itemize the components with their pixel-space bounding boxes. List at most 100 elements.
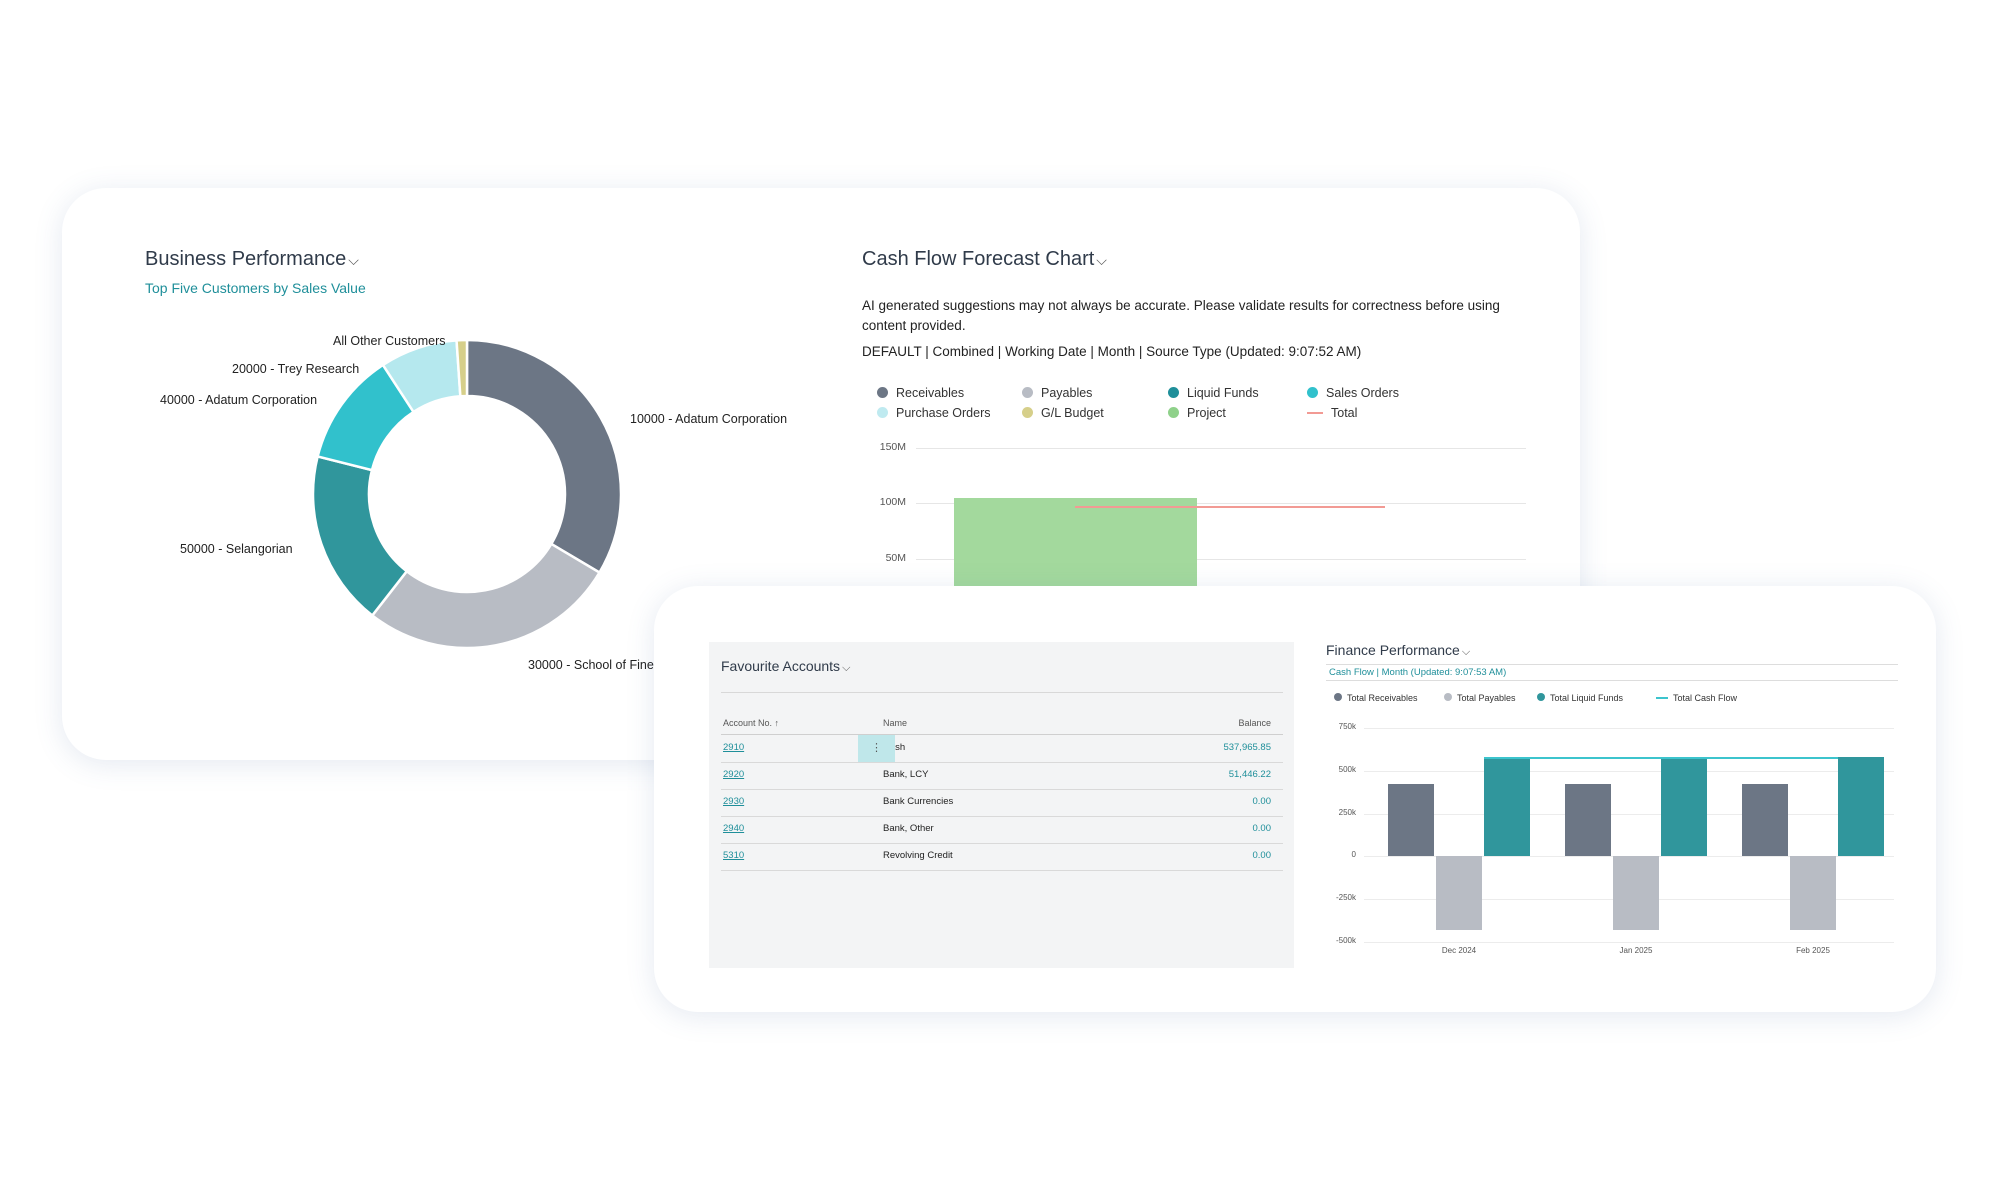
donut-label-adatum-40000: 40000 - Adatum Corporation	[160, 393, 318, 407]
finance-bar-2[interactable]	[1484, 757, 1530, 857]
y-axis-tick-label: 750k	[1338, 722, 1356, 731]
cash-flow-legend-item[interactable]: G/L Budget	[1022, 406, 1104, 420]
donut-slice-1[interactable]	[370, 542, 602, 650]
legend-dot-icon	[1334, 693, 1342, 701]
account-no-link[interactable]: 5310	[723, 850, 745, 861]
cash-flow-legend-item[interactable]: Liquid Funds	[1168, 386, 1259, 400]
account-no-link[interactable]: 2910	[723, 742, 745, 753]
account-no-link[interactable]: 2930	[723, 796, 745, 807]
column-header-account-no[interactable]: Account No. ↑	[723, 718, 780, 728]
cash-flow-settings-line: DEFAULT | Combined | Working Date | Mont…	[862, 344, 1362, 359]
legend-dot-icon	[1168, 387, 1179, 398]
business-performance-title-text: Business Performance	[145, 248, 347, 270]
legend-dot-icon	[877, 387, 888, 398]
cash-flow-legend-item[interactable]: Payables	[1022, 386, 1092, 400]
cash-flow-legend-item[interactable]: Total	[1307, 406, 1357, 420]
legend-label: Total	[1331, 406, 1358, 420]
column-header-name[interactable]: Name	[883, 718, 908, 728]
legend-line-icon	[1307, 412, 1323, 414]
x-axis-tick-label: Jan 2025	[1619, 946, 1653, 955]
finance-legend-item[interactable]: Total Liquid Funds	[1537, 693, 1623, 703]
legend-dot-icon	[1168, 407, 1179, 418]
table-row[interactable]: 2930 Bank Currencies 0.00	[721, 789, 1283, 817]
account-name: Bank, LCY	[883, 769, 929, 780]
finance-performance-subtitle[interactable]: Cash Flow | Month (Updated: 9:07:53 AM)	[1326, 664, 1898, 681]
gridline	[916, 448, 1526, 449]
chevron-down-icon[interactable]: ⌵	[842, 662, 851, 674]
cash-flow-legend-item[interactable]: Project	[1168, 406, 1226, 420]
legend-dot-icon	[1307, 387, 1318, 398]
divider	[721, 734, 1283, 735]
account-balance-link[interactable]: 537,965.85	[1223, 742, 1271, 753]
chevron-down-icon[interactable]: ⌵	[1461, 646, 1471, 658]
favourite-accounts-panel: Favourite Accounts ⌵ Account No. ↑ Name B…	[709, 642, 1294, 968]
finance-bar-0[interactable]	[1388, 784, 1434, 857]
legend-label: Total Liquid Funds	[1550, 693, 1624, 703]
y-axis-tick-label: -250k	[1335, 893, 1356, 903]
account-balance-link[interactable]: 0.00	[1252, 850, 1272, 861]
legend-dot-icon	[1537, 693, 1545, 701]
row-actions-icon[interactable]: ⋮	[858, 735, 895, 762]
business-performance-title[interactable]: Business Performance ⌵	[145, 248, 359, 271]
account-no-link[interactable]: 2940	[723, 823, 745, 834]
column-header-balance[interactable]: Balance	[1238, 718, 1271, 728]
divider	[721, 692, 1283, 693]
finance-legend-item[interactable]: Total Payables	[1444, 693, 1516, 703]
table-row[interactable]: 2920 Bank, LCY 51,446.22	[721, 762, 1283, 790]
y-axis-tick-label: -500k	[1335, 936, 1356, 945]
table-row[interactable]: 2940 Bank, Other 0.00	[721, 816, 1283, 844]
finance-bar-1[interactable]	[1790, 856, 1836, 930]
cash-flow-forecast-title-text: Cash Flow Forecast Chart	[862, 248, 1095, 270]
dashboard-card-front: Favourite Accounts ⌵ Account No. ↑ Name B…	[654, 586, 1936, 1012]
y-axis-tick-label: 100M	[879, 496, 906, 509]
finance-legend-item[interactable]: Total Receivables	[1334, 693, 1418, 703]
favourite-accounts-title-text: Favourite Accounts	[721, 658, 841, 674]
finance-performance-title-text: Finance Performance	[1326, 642, 1460, 658]
account-balance-link[interactable]: 0.00	[1252, 796, 1272, 807]
account-balance-link[interactable]: 51,446.22	[1228, 769, 1271, 780]
finance-bar-1[interactable]	[1613, 856, 1659, 930]
chevron-down-icon[interactable]: ⌵	[1096, 252, 1107, 268]
y-axis-tick-label: 150M	[879, 441, 906, 453]
donut-label-all-other: All Other Customers	[333, 334, 446, 348]
cash-flow-legend-item[interactable]: Sales Orders	[1307, 386, 1399, 400]
finance-bar-2[interactable]	[1661, 757, 1707, 857]
favourite-accounts-title[interactable]: Favourite Accounts ⌵	[721, 658, 850, 675]
gridline	[1364, 942, 1894, 943]
gridline	[916, 503, 1526, 505]
finance-bar-0[interactable]	[1742, 784, 1788, 857]
finance-bar-1[interactable]	[1436, 856, 1482, 930]
donut-slice-0[interactable]	[465, 338, 623, 575]
total-cash-flow-line[interactable]	[1484, 757, 1838, 760]
account-name: Bank, Other	[883, 823, 934, 834]
chevron-down-icon[interactable]: ⌵	[348, 252, 359, 268]
table-row[interactable]: 5310 Revolving Credit 0.00	[721, 843, 1283, 871]
total-line[interactable]	[1075, 505, 1385, 508]
account-balance-link[interactable]: 0.00	[1252, 823, 1272, 834]
business-performance-donut-chart	[311, 338, 623, 650]
y-axis-tick-label: 250k	[1338, 807, 1356, 817]
legend-dot-icon	[1444, 693, 1452, 701]
gridline	[1364, 813, 1894, 815]
finance-bar-2[interactable]	[1838, 757, 1884, 857]
cash-flow-legend-item[interactable]: Purchase Orders	[877, 406, 990, 420]
donut-slice-5[interactable]	[455, 338, 469, 398]
account-no-link[interactable]: 2920	[723, 769, 745, 780]
y-axis-tick-label: 500k	[1338, 764, 1356, 774]
legend-label: Sales Orders	[1326, 386, 1399, 400]
finance-bar-0[interactable]	[1565, 784, 1611, 857]
gridline	[916, 558, 1526, 560]
finance-performance-title[interactable]: Finance Performance ⌵	[1326, 642, 1470, 659]
finance-legend-item[interactable]: Total Cash Flow	[1656, 693, 1737, 703]
legend-dot-icon	[1022, 387, 1033, 398]
table-row[interactable]: 2910Cash537,965.85⋮	[721, 735, 1283, 763]
y-axis-tick-label: 0	[1351, 850, 1356, 860]
project-bar[interactable]	[954, 497, 1197, 600]
cash-flow-legend-item[interactable]: Receivables	[877, 386, 964, 400]
business-performance-subtitle[interactable]: Top Five Customers by Sales Value	[145, 280, 366, 296]
gridline	[1364, 770, 1894, 772]
legend-label: Purchase Orders	[896, 406, 991, 420]
cash-flow-forecast-title[interactable]: Cash Flow Forecast Chart ⌵	[862, 248, 1107, 271]
account-name: Bank Currencies	[883, 796, 954, 807]
legend-label: G/L Budget	[1041, 406, 1104, 420]
